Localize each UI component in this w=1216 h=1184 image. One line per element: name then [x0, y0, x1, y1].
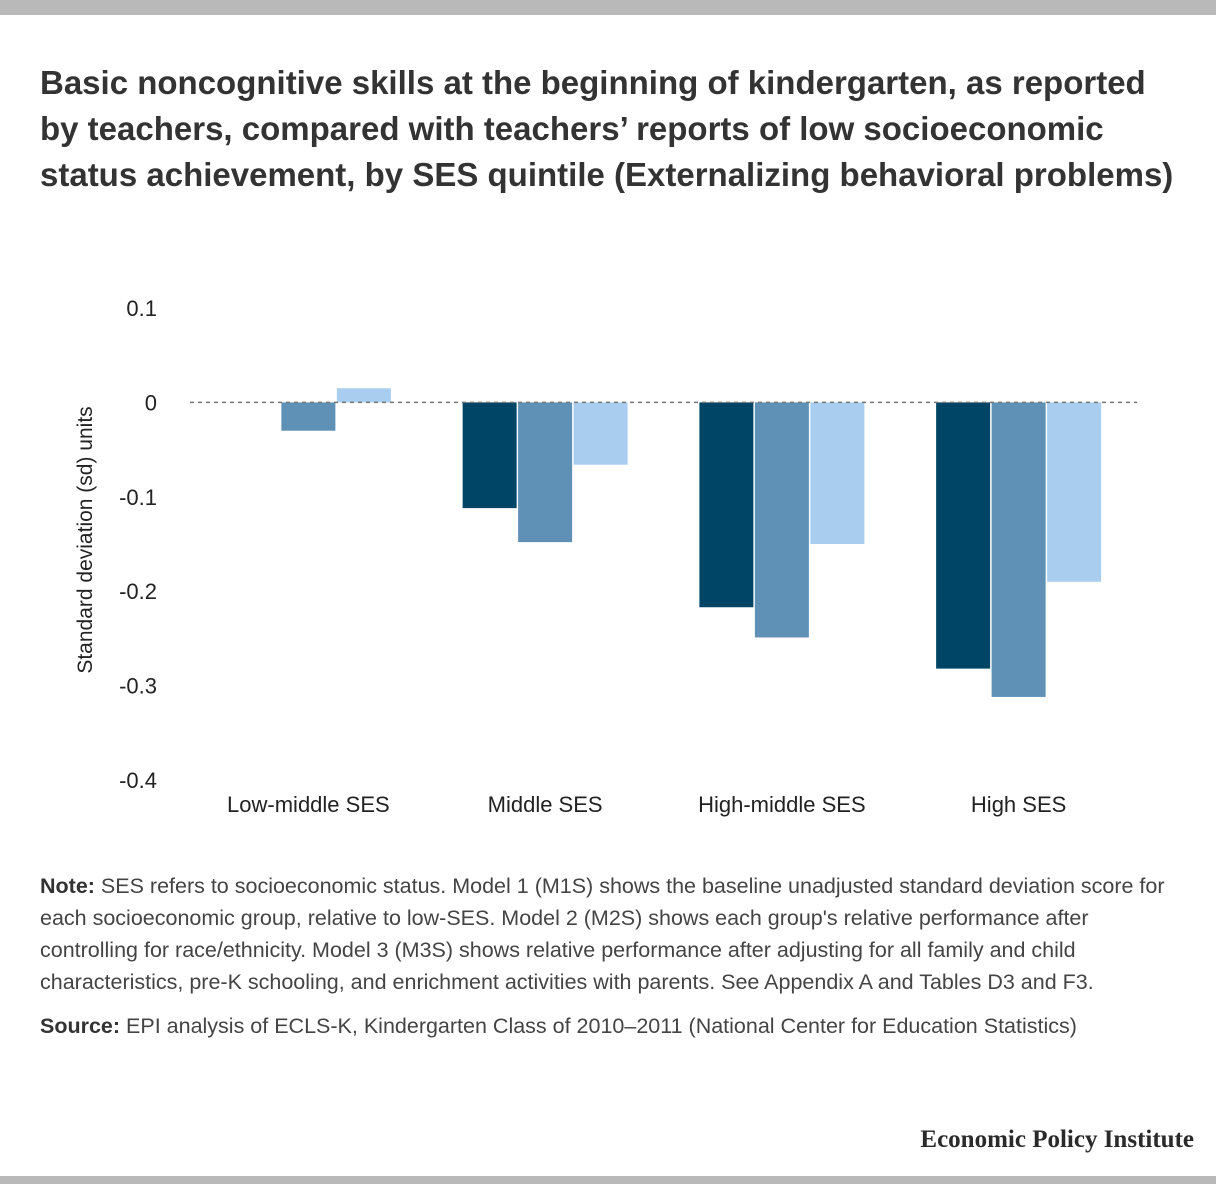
note-text: SES refers to socioeconomic status. Mode… — [40, 874, 1165, 994]
y-tick-label: 0.1 — [126, 296, 157, 321]
notes: Note: SES refers to socioeconomic status… — [40, 870, 1180, 1054]
chart-title: Basic noncognitive skills at the beginni… — [40, 64, 1174, 193]
bar — [518, 402, 573, 543]
category-label: Low-middle SES — [227, 792, 390, 817]
y-tick-label: -0.3 — [119, 674, 157, 699]
bar — [1047, 402, 1102, 582]
bar — [462, 402, 517, 509]
brand-logo-text: Economic Policy Institute — [920, 1126, 1194, 1153]
y-tick-label: -0.2 — [119, 579, 157, 604]
y-axis-title: Standard deviation (sd) units — [74, 406, 97, 673]
y-tick-label: -0.4 — [119, 768, 157, 793]
category-label: High SES — [971, 792, 1066, 817]
y-tick-label: 0 — [145, 390, 157, 415]
bottom-border — [0, 1176, 1216, 1184]
bar — [936, 402, 991, 669]
top-border — [0, 0, 1216, 15]
bar — [754, 402, 809, 638]
y-tick-label: -0.1 — [119, 485, 157, 510]
source-label: Source: — [40, 1014, 121, 1038]
bar — [810, 402, 865, 544]
source: Source: EPI analysis of ECLS-K, Kinderga… — [40, 1010, 1180, 1042]
category-label: High-middle SES — [698, 792, 866, 817]
bar-chart: Standard deviation (sd) units 0.1 0 -0.1 -0… — [74, 296, 1137, 817]
bar — [336, 388, 391, 403]
category-label: Middle SES — [488, 792, 603, 817]
note: Note: SES refers to socioeconomic status… — [40, 870, 1180, 998]
bar — [573, 402, 628, 465]
category-labels: Low-middle SES Middle SES High-middle SES H… — [227, 792, 1066, 817]
source-text: EPI analysis of ECLS-K, Kindergarten Cla… — [120, 1014, 1077, 1038]
y-axis-ticks: 0.1 0 -0.1 -0.2 -0.3 -0.4 — [119, 296, 157, 793]
note-label: Note: — [40, 874, 95, 898]
bar — [699, 402, 754, 608]
bar — [991, 402, 1046, 697]
bar — [281, 402, 336, 431]
bars — [281, 388, 1102, 697]
